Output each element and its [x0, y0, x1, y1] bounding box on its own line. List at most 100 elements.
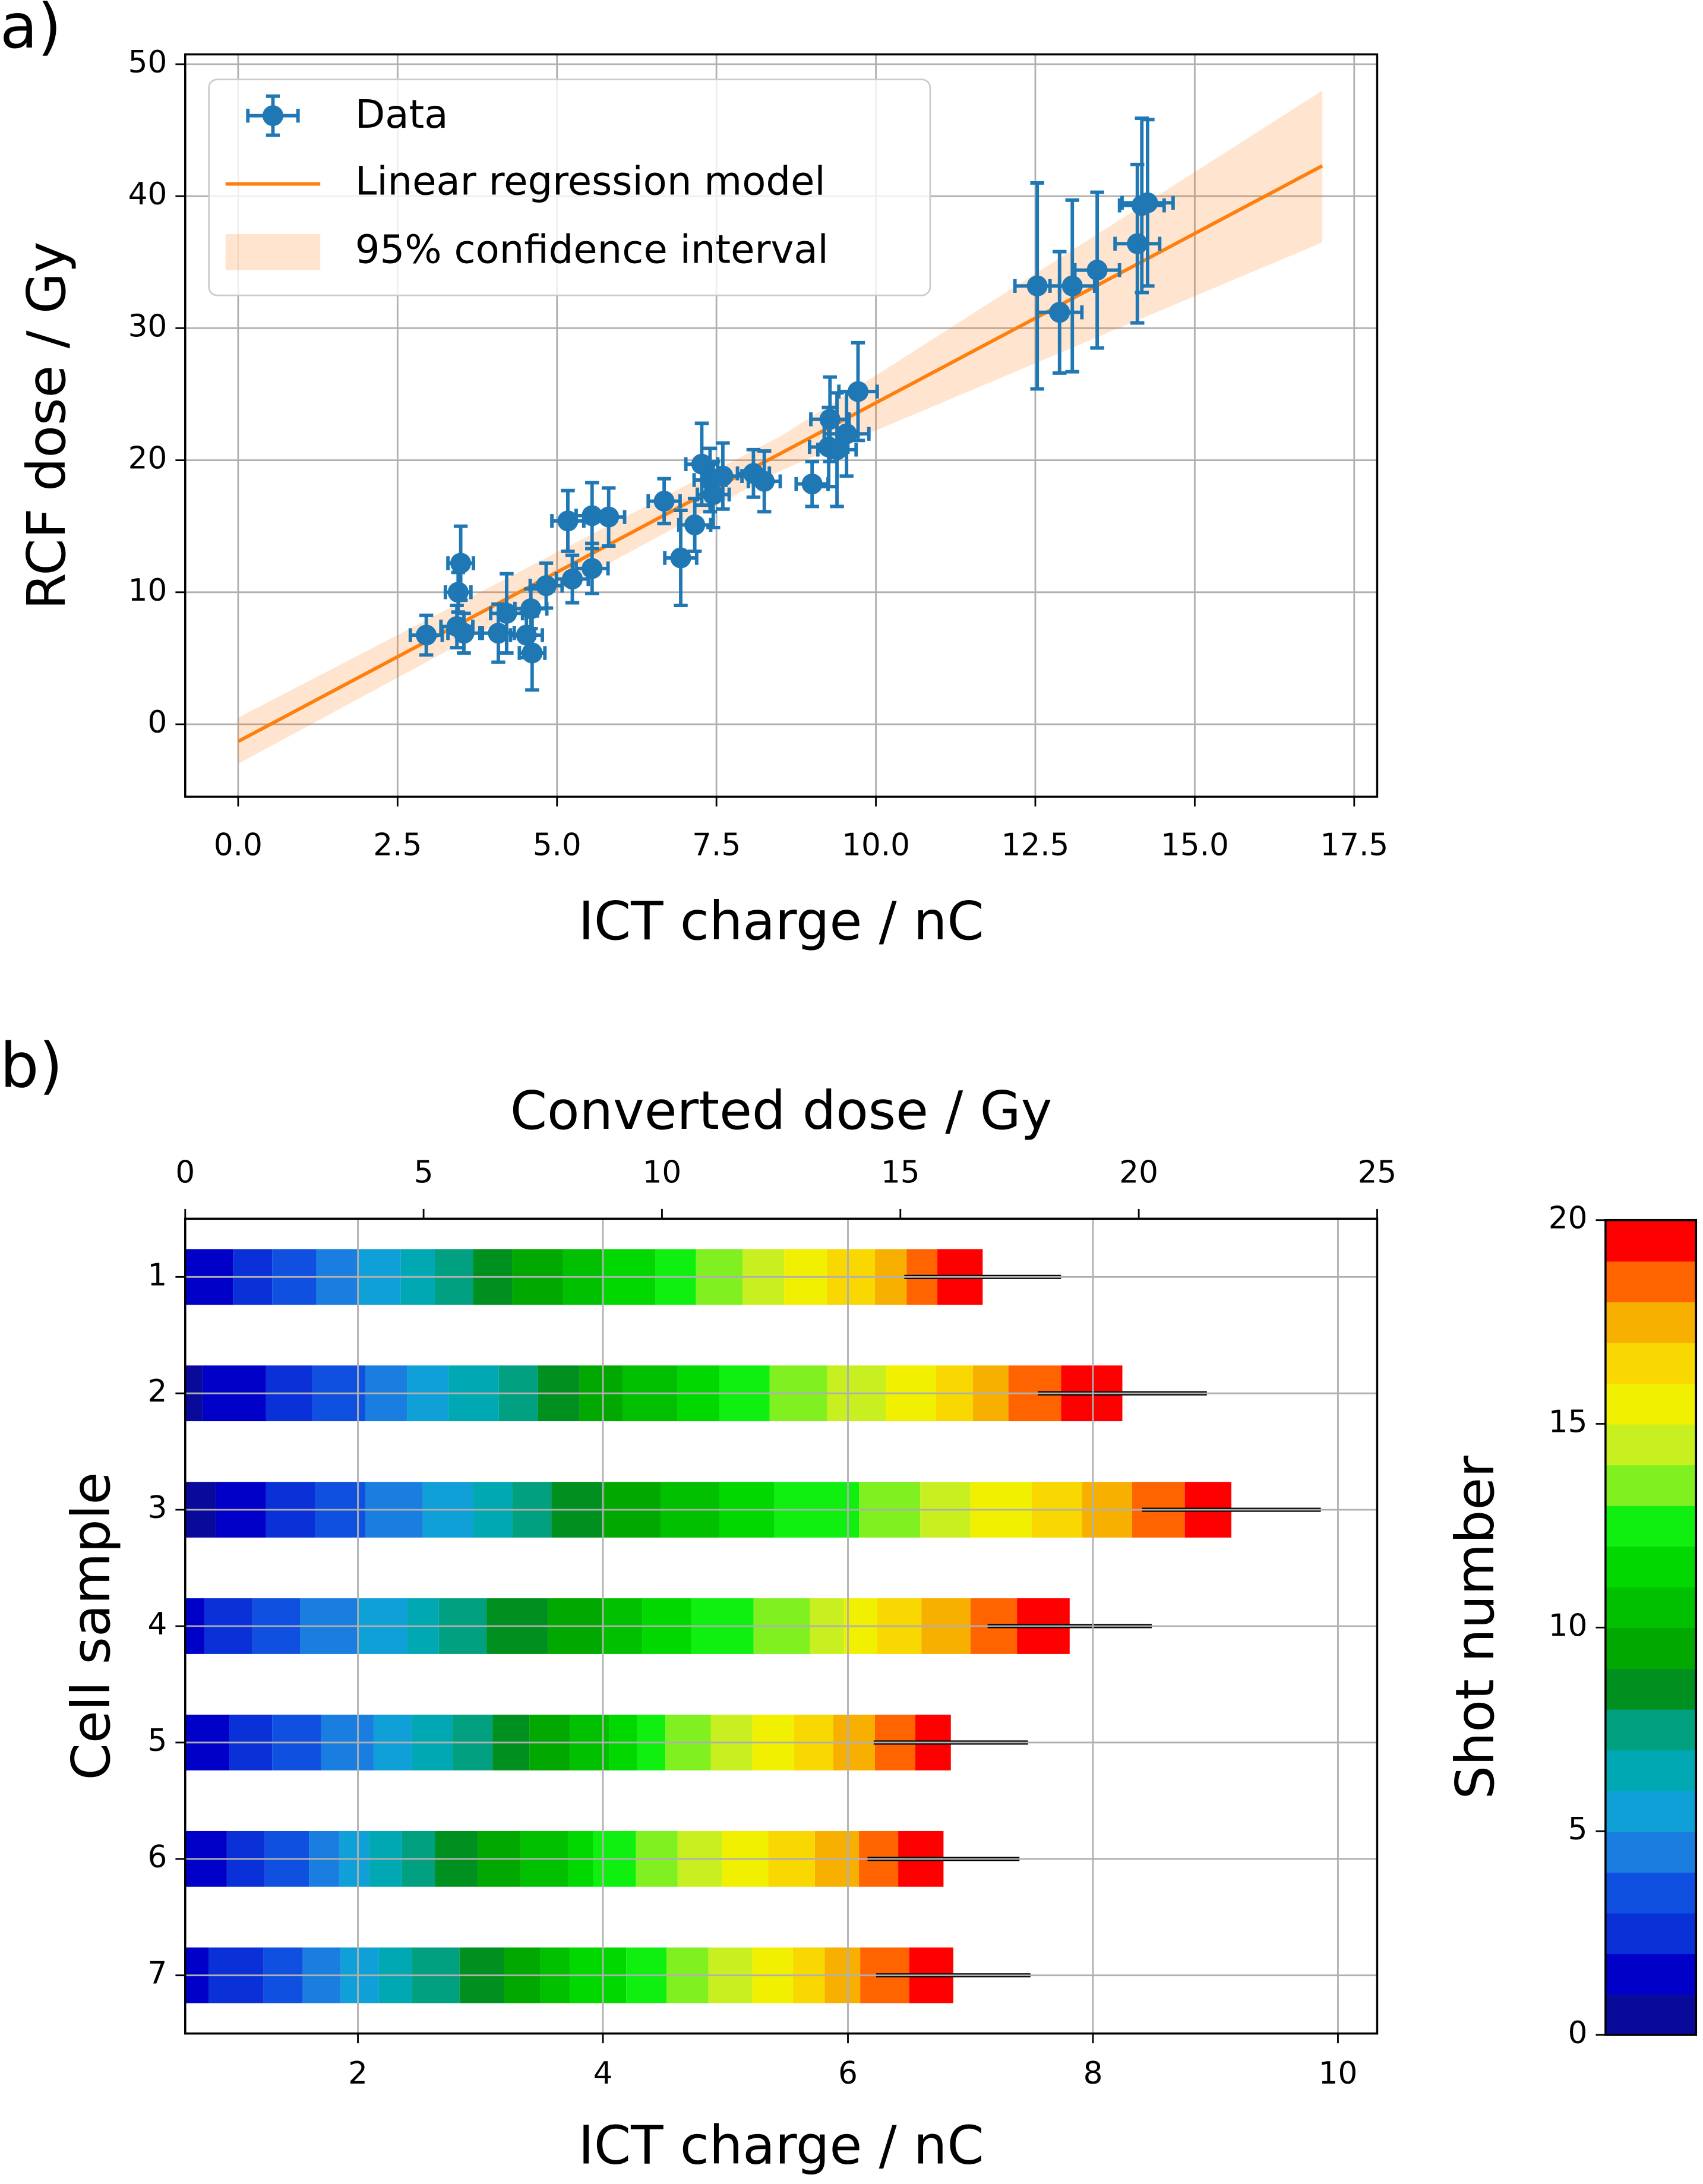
colorbar-tick-label: 10 [1549, 1608, 1588, 1643]
colorbar-cell [1605, 1668, 1696, 1710]
x-axis-label: ICT charge / nC [579, 891, 984, 952]
data-point [754, 471, 775, 492]
x-error-cap [446, 626, 482, 640]
x-error-cap [663, 551, 699, 565]
y-error-cap [585, 481, 599, 551]
data-point [691, 453, 713, 475]
data-point [520, 598, 542, 620]
data-point [703, 484, 724, 505]
y-error-cap [1090, 190, 1104, 350]
data-point [712, 465, 734, 487]
axes-frame [184, 1217, 1379, 2035]
y-error-cap [539, 561, 554, 610]
x-error-cap [446, 556, 476, 570]
colorbar-cell [1605, 1383, 1696, 1425]
data-point [496, 602, 517, 624]
data-point [416, 624, 437, 646]
y-axis-label: RCF dose / Gy [16, 241, 78, 610]
y-tick-label: 40 [128, 176, 168, 212]
x2-tick-label: 0 [175, 1154, 195, 1190]
data-point [801, 474, 823, 495]
data-point [1137, 192, 1158, 213]
colorbar-cell [1605, 1220, 1696, 1262]
x-tick-label: 15.0 [1161, 827, 1229, 863]
y-tick-label: 1 [147, 1257, 167, 1293]
colorbar-cell [1605, 1261, 1696, 1302]
data-point [582, 558, 603, 579]
x-error-cap [508, 628, 544, 642]
y-error-cap [565, 553, 580, 605]
panel-label: b) [0, 1030, 63, 1102]
colorbar-cell [1605, 1912, 1696, 1955]
y-error-cap [674, 509, 688, 607]
x-error-cap [822, 427, 871, 441]
y-error-cap [687, 497, 702, 553]
x-tick-label: 10.0 [842, 827, 910, 863]
x2-axis-label: Converted dose / Gy [510, 1080, 1053, 1142]
data-point [826, 439, 848, 460]
x-error-cap [1073, 263, 1121, 277]
data-point [447, 582, 469, 603]
x-error-cap [1117, 198, 1166, 213]
colorbar-tick-label: 20 [1549, 1201, 1588, 1236]
colorbar-cell [1605, 1750, 1696, 1791]
y-tick-label: 3 [147, 1490, 167, 1526]
x-tick-label: 17.5 [1320, 827, 1388, 863]
y-error-cap [706, 459, 721, 529]
x-error-cap [443, 585, 473, 599]
x-error-cap [695, 487, 731, 502]
y-error-cap [561, 488, 575, 553]
legend-marker [262, 105, 284, 127]
data-point [557, 510, 579, 532]
y-error-cap [1065, 198, 1079, 374]
data-point [598, 506, 620, 528]
x-error-cap [677, 517, 713, 532]
x-error-cap [837, 384, 879, 399]
y-error-cap [450, 604, 464, 650]
x-tick-label: 2.5 [373, 827, 422, 863]
x-tick-label: 2 [348, 2056, 368, 2091]
y-error-cap [1030, 181, 1044, 391]
x-tick-label: 8 [1083, 2056, 1103, 2091]
y-tick-label: 10 [128, 573, 168, 608]
x2-tick-label: 20 [1119, 1154, 1158, 1190]
x-error-cap [646, 494, 682, 509]
y-error-cap [822, 405, 836, 488]
data-point [535, 575, 557, 597]
y-error-cap [716, 441, 730, 511]
x-error-cap [481, 626, 516, 640]
y-error-cap [757, 449, 772, 514]
data-point [670, 547, 691, 569]
colorbar-cell [1605, 1505, 1696, 1547]
x-tick-label: 4 [593, 2056, 613, 2091]
x2-tick-label: 10 [643, 1154, 682, 1190]
data-point [522, 642, 543, 664]
legend-box [208, 78, 931, 296]
x-tick-label: 5.0 [533, 827, 582, 863]
x-error-cap [1120, 195, 1175, 210]
x-error-cap [702, 469, 744, 483]
data-point [488, 623, 509, 644]
colorbar-cell [1605, 1424, 1696, 1466]
x-axis-label: ICT charge / nC [579, 2115, 984, 2177]
y-tick-label: 7 [147, 1956, 167, 1992]
x-error-cap [574, 561, 610, 576]
data-point [1026, 275, 1048, 296]
data-point [653, 490, 675, 512]
data-point [847, 381, 869, 402]
x-error-cap [1113, 236, 1162, 251]
x2-tick-label: 25 [1358, 1154, 1397, 1190]
colorbar-tick-label: 15 [1549, 1405, 1588, 1440]
legend-label: Linear regression model [355, 159, 826, 204]
data-point [1086, 260, 1108, 281]
legend-label: Data [355, 92, 448, 137]
y-tick-label: 5 [147, 1723, 167, 1759]
x-tick-label: 10 [1319, 2056, 1358, 2091]
data-point [684, 514, 706, 536]
colorbar-cell [1605, 1831, 1696, 1873]
data-point [450, 553, 472, 574]
confidence-band [238, 90, 1323, 764]
y-error-cap [1053, 250, 1067, 375]
y-tick-label: 4 [147, 1607, 167, 1642]
